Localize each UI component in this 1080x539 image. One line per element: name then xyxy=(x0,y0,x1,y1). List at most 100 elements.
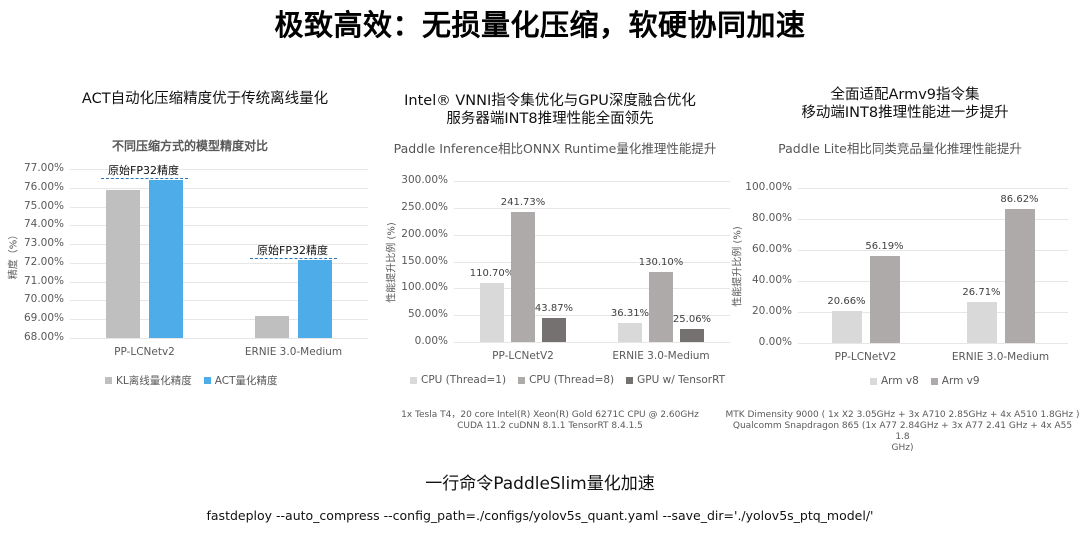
y-tick-label: 75.00% xyxy=(23,199,64,212)
gridline xyxy=(454,207,730,209)
y-tick-label: 20.00% xyxy=(751,305,792,317)
gridline xyxy=(798,281,1068,282)
y-tick-label: 300.00% xyxy=(401,174,448,186)
legend-item: CPU (Thread=8) xyxy=(518,374,614,386)
bar xyxy=(966,301,997,343)
legend-item: Arm v8 xyxy=(870,375,919,387)
gridline xyxy=(798,343,1068,344)
chart-2-subtitle: Paddle Inference相比ONNX Runtime量化推理性能提升 xyxy=(393,141,717,156)
gridline xyxy=(454,234,730,236)
panel-3-title-line-2: 移动端INT8推理性能进一步提升 xyxy=(801,105,1009,121)
data-label: 43.87% xyxy=(534,303,574,315)
gridline xyxy=(70,338,368,339)
gridline xyxy=(70,187,368,189)
y-tick-label: 70.00% xyxy=(23,293,64,306)
gridline xyxy=(70,281,368,283)
fp32-reference-line xyxy=(250,258,337,260)
x-category-label: PP-LCNetV2 xyxy=(492,350,554,362)
note-line: GHz) xyxy=(891,443,914,453)
legend-label: Arm v9 xyxy=(941,375,980,387)
x-category-label: PP-LCNetv2 xyxy=(114,346,175,358)
legend-item: CPU (Thread=1) xyxy=(410,374,506,386)
legend-label: KL离线量化精度 xyxy=(116,375,192,387)
data-label: 26.71% xyxy=(962,286,1001,298)
gridline xyxy=(454,181,730,182)
fp32-reference-label: 原始FP32精度 xyxy=(257,244,328,258)
y-tick-label: 69.00% xyxy=(23,312,64,325)
panel-1-title: ACT自动化压缩精度优于传统离线量化 xyxy=(81,91,329,107)
gridline xyxy=(798,219,1068,220)
x-category-label: ERNIE 3.0-Medium xyxy=(244,346,343,358)
legend-swatch xyxy=(410,376,417,384)
panel-3-title-line-1: 全面适配Armv9指令集 xyxy=(830,87,980,103)
bar xyxy=(869,255,900,343)
data-label: 110.70% xyxy=(469,267,515,279)
gridline xyxy=(454,261,730,263)
y-tick-label: 50.00% xyxy=(407,308,448,321)
y-axis-label: 性能提升比例 (%) xyxy=(732,225,744,307)
gridline xyxy=(798,250,1068,251)
y-tick-label: 73.00% xyxy=(23,237,64,250)
y-tick-label: 40.00% xyxy=(751,274,792,286)
x-category-label: ERNIE 3.0-Medium xyxy=(951,351,1050,363)
data-label: 86.62% xyxy=(1000,193,1039,205)
chart-legend: CPU (Thread=1) CPU (Thread=8) GPU w/ Tenso… xyxy=(410,374,725,386)
gridline xyxy=(798,188,1068,189)
panel-2-title-line-2: 服务器端INT8推理性能全面领先 xyxy=(446,111,654,127)
data-label: 20.66% xyxy=(827,295,866,307)
bar xyxy=(149,180,183,338)
bar xyxy=(106,189,140,338)
chart-1-subtitle: 不同压缩方式的模型精度对比 xyxy=(111,139,268,153)
gridline xyxy=(70,262,368,264)
y-tick-label: 80.00% xyxy=(751,212,792,224)
gridline xyxy=(70,169,368,170)
legend-swatch xyxy=(203,377,211,384)
fp32-reference-line xyxy=(101,178,188,180)
gridline xyxy=(70,319,368,321)
gridline xyxy=(70,206,368,208)
bar xyxy=(1004,208,1035,343)
command-line: fastdeploy --auto_compress --config_path… xyxy=(206,508,874,523)
x-category-label: PP-LCNetV2 xyxy=(834,351,897,363)
y-tick-label: 250.00% xyxy=(401,200,448,213)
bar xyxy=(618,322,642,342)
chart-3-subtitle: Paddle Lite相比同类竞品量化推理性能提升 xyxy=(778,141,1022,156)
y-tick-label: 77.00% xyxy=(23,162,64,174)
bar xyxy=(542,318,566,342)
note-line: MTK Dimensity 9000 ( 1x X2 3.05GHz + 3x … xyxy=(725,410,1080,420)
legend-swatch xyxy=(626,376,634,384)
y-tick-label: 0.00% xyxy=(414,335,448,347)
page-title: 极致高效：无损量化压缩，软硬协同加速 xyxy=(274,8,806,42)
y-axis-label: 性能提升比例 (%) xyxy=(386,221,398,303)
bar xyxy=(255,316,289,338)
gridline xyxy=(70,300,368,302)
y-tick-label: 100.00% xyxy=(401,281,448,294)
data-label: 36.31% xyxy=(610,307,650,319)
y-tick-label: 68.00% xyxy=(23,331,64,343)
legend-label: ACT量化精度 xyxy=(214,375,278,387)
footer-title: 一行命令PaddleSlim量化加速 xyxy=(425,474,655,494)
data-label: 25.06% xyxy=(672,313,712,325)
y-tick-label: 74.00% xyxy=(23,218,64,231)
bar xyxy=(511,212,535,342)
data-label: 56.19% xyxy=(865,240,904,252)
data-label: 241.73% xyxy=(500,197,546,209)
bar xyxy=(831,310,862,343)
y-tick-label: 72.00% xyxy=(23,255,64,268)
panel-2-title-line-1: Intel® VNNI指令集优化与GPU深度融合优化 xyxy=(404,93,696,109)
bar xyxy=(680,328,704,342)
gridline xyxy=(70,244,368,246)
y-tick-label: 60.00% xyxy=(751,243,792,255)
chart-1-accuracy: 68.00% 69.00% 70.00% 71.00% 72.00% 73.00% 74.0… xyxy=(0,150,370,400)
bar xyxy=(298,260,332,338)
legend-swatch xyxy=(518,376,526,384)
gridline xyxy=(454,288,730,290)
y-tick-label: 150.00% xyxy=(401,254,448,267)
y-axis-label: 精度（%） xyxy=(8,229,20,279)
legend-item: GPU w/ TensorRT xyxy=(626,374,725,386)
gridline xyxy=(454,342,730,343)
chart-3-hardware-note: MTK Dimensity 9000 ( 1x X2 3.05GHz + 3x … xyxy=(725,410,1080,454)
legend-swatch xyxy=(870,377,877,385)
legend-swatch xyxy=(930,377,938,385)
fp32-reference-label: 原始FP32精度 xyxy=(108,164,179,178)
